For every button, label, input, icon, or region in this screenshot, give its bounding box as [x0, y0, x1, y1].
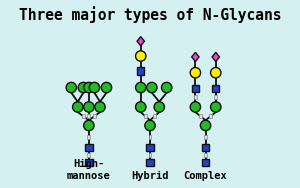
Bar — [194, 95, 197, 99]
Circle shape — [101, 82, 112, 93]
Polygon shape — [212, 52, 219, 62]
Bar — [202, 144, 209, 151]
Bar — [144, 114, 147, 118]
Circle shape — [66, 82, 76, 93]
Text: Three major types of N-Glycans: Three major types of N-Glycans — [19, 6, 281, 23]
Circle shape — [211, 67, 221, 78]
Circle shape — [84, 120, 94, 131]
Circle shape — [161, 82, 172, 93]
Bar — [85, 159, 93, 166]
Circle shape — [190, 102, 201, 112]
Text: Complex: Complex — [184, 171, 227, 181]
Bar — [214, 95, 217, 99]
Circle shape — [136, 51, 146, 61]
Circle shape — [154, 102, 164, 112]
Circle shape — [95, 102, 105, 112]
Bar — [87, 135, 90, 139]
Circle shape — [78, 82, 88, 93]
Bar — [204, 153, 207, 157]
Circle shape — [200, 120, 211, 131]
Circle shape — [136, 102, 146, 112]
Circle shape — [84, 102, 94, 112]
Bar — [137, 67, 144, 75]
Circle shape — [211, 102, 221, 112]
Bar — [153, 114, 156, 118]
Bar — [192, 85, 199, 92]
Bar — [87, 114, 90, 118]
Circle shape — [147, 82, 157, 93]
Circle shape — [89, 82, 100, 93]
Bar — [148, 153, 152, 157]
Bar — [202, 159, 209, 166]
Polygon shape — [192, 52, 199, 62]
Bar — [93, 114, 96, 118]
Polygon shape — [137, 37, 144, 46]
Bar — [146, 144, 154, 151]
Bar — [87, 153, 90, 157]
Bar — [204, 135, 207, 139]
Bar — [82, 114, 85, 118]
Bar — [146, 159, 154, 166]
Circle shape — [136, 82, 146, 93]
Bar — [148, 135, 152, 139]
Bar — [85, 144, 93, 151]
Circle shape — [145, 120, 155, 131]
Circle shape — [84, 82, 94, 93]
Text: Hybrid: Hybrid — [131, 171, 169, 181]
Bar — [209, 114, 212, 118]
Bar — [199, 114, 202, 118]
Bar — [212, 85, 220, 92]
Circle shape — [190, 67, 201, 78]
Text: High-
mannose: High- mannose — [67, 159, 111, 181]
Circle shape — [73, 102, 83, 112]
